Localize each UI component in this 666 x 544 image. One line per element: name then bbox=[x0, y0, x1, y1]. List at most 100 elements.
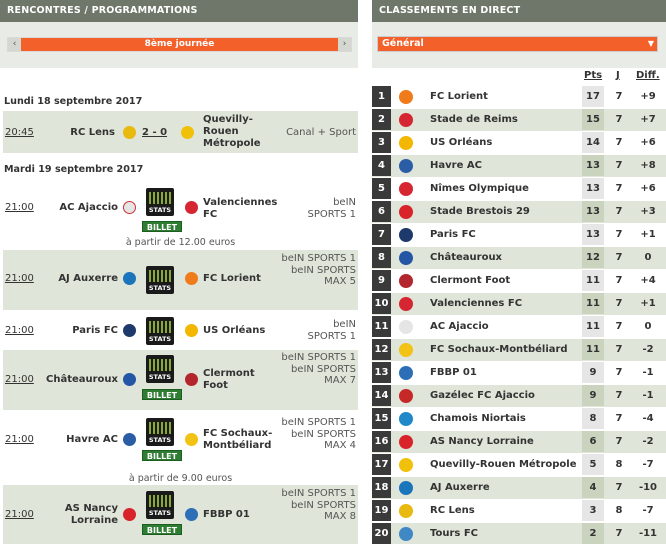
team-name[interactable]: Chamois Niortais bbox=[430, 413, 526, 424]
match-row[interactable]: 21:00 AS Nancy Lorraine STATS BILLET FBB… bbox=[3, 485, 358, 544]
team-name[interactable]: Paris FC bbox=[430, 229, 476, 240]
home-team[interactable]: Châteauroux bbox=[45, 374, 118, 385]
team-goal-diff: +3 bbox=[640, 206, 656, 217]
away-team[interactable]: Clermont Foot bbox=[203, 368, 255, 391]
match-time[interactable]: 21:00 bbox=[5, 273, 34, 284]
away-team[interactable]: Quevilly-Rouen Métropole bbox=[203, 114, 261, 149]
home-team[interactable]: RC Lens bbox=[70, 127, 115, 138]
stats-button[interactable]: STATS bbox=[146, 317, 174, 345]
stats-button[interactable]: STATS bbox=[146, 266, 174, 294]
journee-selector[interactable]: ‹ 8ème journée › bbox=[7, 37, 352, 52]
match-score[interactable]: 2 - 0 bbox=[142, 127, 168, 138]
stats-button[interactable]: STATS bbox=[146, 355, 174, 383]
team-goal-diff: +8 bbox=[640, 160, 656, 171]
price-note: à partir de 9.00 euros bbox=[128, 473, 233, 484]
team-name[interactable]: Clermont Foot bbox=[430, 275, 511, 286]
team-points: 13 bbox=[582, 155, 604, 176]
standings-row[interactable]: 12 FC Sochaux-Montbéliard 11 7 -2 bbox=[372, 339, 666, 361]
standings-row[interactable]: 18 AJ Auxerre 4 7 -10 bbox=[372, 477, 666, 499]
stats-button[interactable]: STATS bbox=[146, 418, 174, 446]
standings-row[interactable]: 10 Valenciennes FC 11 7 +1 bbox=[372, 293, 666, 315]
match-row[interactable]: 21:00 AJ Auxerre STATS FC Lorient beIN S… bbox=[3, 250, 358, 310]
prev-journee-button[interactable]: ‹ bbox=[8, 38, 21, 51]
home-team[interactable]: AC Ajaccio bbox=[59, 202, 118, 213]
away-team[interactable]: FC Sochaux-Montbéliard bbox=[203, 428, 273, 451]
match-row[interactable]: 21:00 Havre AC STATS BILLET FC Sochaux-M… bbox=[3, 412, 358, 484]
standings-row[interactable]: 9 Clermont Foot 11 7 +4 bbox=[372, 270, 666, 292]
team-name[interactable]: AS Nancy Lorraine bbox=[430, 436, 534, 447]
team-name[interactable]: Valenciennes FC bbox=[430, 298, 523, 309]
away-team[interactable]: US Orléans bbox=[203, 325, 266, 336]
team-name[interactable]: RC Lens bbox=[430, 505, 475, 516]
standings-row[interactable]: 15 Chamois Niortais 8 7 -4 bbox=[372, 408, 666, 430]
standings-panel: CLASSEMENTS EN DIRECT Général ▼ Pts J Di… bbox=[372, 0, 666, 544]
match-time[interactable]: 21:00 bbox=[5, 509, 34, 520]
billet-button[interactable]: BILLET bbox=[142, 450, 182, 461]
team-name[interactable]: FC Sochaux-Montbéliard bbox=[430, 344, 568, 355]
team-name[interactable]: FBBP 01 bbox=[430, 367, 477, 378]
col-pts[interactable]: Pts bbox=[584, 70, 603, 81]
team-played: 7 bbox=[615, 413, 623, 424]
home-team[interactable]: AJ Auxerre bbox=[58, 273, 118, 284]
home-logo-icon bbox=[123, 433, 136, 446]
match-time[interactable]: 20:45 bbox=[5, 127, 34, 138]
team-played: 7 bbox=[615, 229, 623, 240]
billet-button[interactable]: BILLET bbox=[142, 524, 182, 535]
standings-row[interactable]: 6 Stade Brestois 29 13 7 +3 bbox=[372, 201, 666, 223]
team-goal-diff: -7 bbox=[642, 505, 654, 516]
stats-icon bbox=[149, 192, 171, 204]
standings-row[interactable]: 7 Paris FC 13 7 +1 bbox=[372, 224, 666, 246]
match-time[interactable]: 21:00 bbox=[5, 325, 34, 336]
home-team[interactable]: Paris FC bbox=[72, 325, 118, 336]
standings-row[interactable]: 19 RC Lens 3 8 -7 bbox=[372, 500, 666, 522]
match-row[interactable]: 21:00 AC Ajaccio STATS BILLET Valencienn… bbox=[3, 180, 358, 248]
team-name[interactable]: Quevilly-Rouen Métropole bbox=[430, 459, 577, 470]
away-logo-icon bbox=[185, 201, 198, 214]
team-name[interactable]: AJ Auxerre bbox=[430, 482, 490, 493]
standings-row[interactable]: 5 Nîmes Olympique 13 7 +6 bbox=[372, 178, 666, 200]
team-name[interactable]: US Orléans bbox=[430, 137, 493, 148]
team-name[interactable]: AC Ajaccio bbox=[430, 321, 489, 332]
standings-row[interactable]: 2 Stade de Reims 15 7 +7 bbox=[372, 109, 666, 131]
col-j[interactable]: J bbox=[616, 70, 620, 81]
match-row[interactable]: 21:00 Paris FC STATS US Orléans beIN SPO… bbox=[3, 314, 358, 348]
next-journee-button[interactable]: › bbox=[338, 38, 351, 51]
col-diff[interactable]: Diff. bbox=[636, 70, 660, 81]
away-team[interactable]: FBBP 01 bbox=[203, 509, 250, 520]
team-name[interactable]: FC Lorient bbox=[430, 91, 488, 102]
standings-row[interactable]: 11 AC Ajaccio 11 7 0 bbox=[372, 316, 666, 338]
team-name[interactable]: Stade Brestois 29 bbox=[430, 206, 530, 217]
standings-row[interactable]: 20 Tours FC 2 7 -11 bbox=[372, 523, 666, 544]
standings-row[interactable]: 4 Havre AC 13 7 +8 bbox=[372, 155, 666, 177]
team-played: 7 bbox=[615, 321, 623, 332]
tv-channel: beIN SPORTS 1 bbox=[307, 197, 356, 220]
team-name[interactable]: Havre AC bbox=[430, 160, 482, 171]
billet-button[interactable]: BILLET bbox=[142, 389, 182, 400]
match-row[interactable]: 20:45 RC Lens 2 - 0 Quevilly-Rouen Métro… bbox=[3, 111, 358, 153]
standings-row[interactable]: 14 Gazélec FC Ajaccio 9 7 -1 bbox=[372, 385, 666, 407]
team-name[interactable]: Châteauroux bbox=[430, 252, 503, 263]
standings-row[interactable]: 13 FBBP 01 9 7 -1 bbox=[372, 362, 666, 384]
team-name[interactable]: Stade de Reims bbox=[430, 114, 518, 125]
match-time[interactable]: 21:00 bbox=[5, 434, 34, 445]
standings-row[interactable]: 3 US Orléans 14 7 +6 bbox=[372, 132, 666, 154]
team-name[interactable]: Nîmes Olympique bbox=[430, 183, 529, 194]
match-time[interactable]: 21:00 bbox=[5, 202, 34, 213]
standings-row[interactable]: 16 AS Nancy Lorraine 6 7 -2 bbox=[372, 431, 666, 453]
away-team[interactable]: Valenciennes FC bbox=[203, 197, 278, 220]
stats-button[interactable]: STATS bbox=[146, 188, 174, 216]
standings-row[interactable]: 17 Quevilly-Rouen Métropole 5 8 -7 bbox=[372, 454, 666, 476]
standings-row[interactable]: 8 Châteauroux 12 7 0 bbox=[372, 247, 666, 269]
home-team[interactable]: Havre AC bbox=[66, 434, 118, 445]
standings-row[interactable]: 1 FC Lorient 17 7 +9 bbox=[372, 86, 666, 108]
home-team[interactable]: AS Nancy Lorraine bbox=[64, 503, 118, 526]
team-name[interactable]: Gazélec FC Ajaccio bbox=[430, 390, 535, 401]
stats-button[interactable]: STATS bbox=[146, 491, 174, 519]
billet-button[interactable]: BILLET bbox=[142, 221, 182, 232]
match-row[interactable]: 21:00 Châteauroux STATS BILLET Clermont … bbox=[3, 350, 358, 410]
match-time[interactable]: 21:00 bbox=[5, 374, 34, 385]
away-team[interactable]: FC Lorient bbox=[203, 273, 261, 284]
standings-type-select[interactable]: Général ▼ bbox=[377, 36, 658, 52]
rank-badge: 15 bbox=[372, 408, 391, 429]
team-name[interactable]: Tours FC bbox=[430, 528, 479, 539]
